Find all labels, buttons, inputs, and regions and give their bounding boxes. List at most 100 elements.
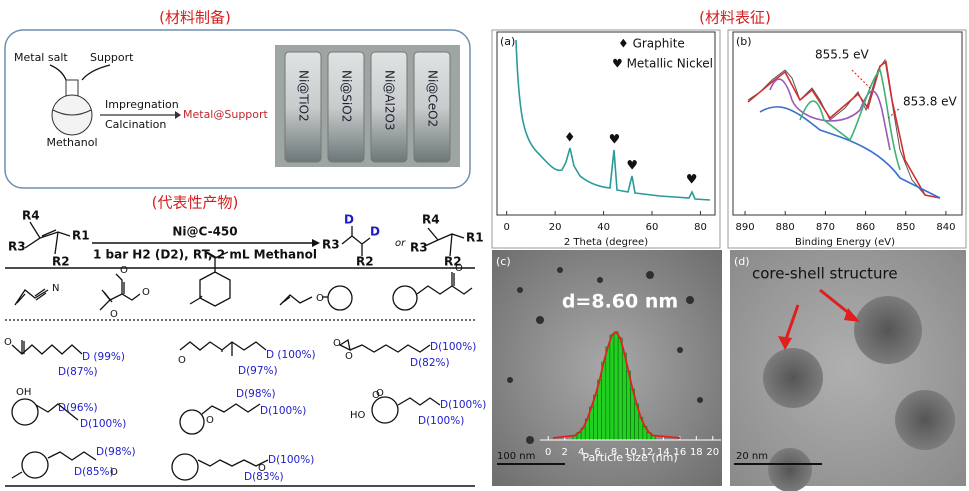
x-tick-label: 0 [545,447,551,458]
product-label: D(98%) [236,388,276,400]
product-label: D(85%) [74,466,114,478]
group-label: R2 [444,255,462,269]
group-label: D [344,213,354,227]
peak-marker: ♥ [626,159,638,174]
group-label: R3 [322,238,340,252]
annotation-arrow [851,69,873,91]
peak-marker: ♥ [686,173,698,188]
particle [763,348,823,408]
scale-label: 20 nm [736,451,768,462]
vial-label: Ni@Al2O3 [383,70,397,131]
label: Calcination [105,118,166,131]
product-label: D(100%) [430,341,476,353]
x-tick-label: 18 [690,447,703,458]
label: Metal@Support [183,108,269,121]
product-label: D(98%) [96,446,136,458]
atom-label: O [372,390,380,401]
fit-curve [552,330,681,439]
atom-label: O [345,351,353,362]
x-axis-label: 2 Theta (degree) [564,237,648,248]
x-tick-label: 860 [856,222,875,233]
atom-label: O [455,263,463,274]
atom-label: O [178,355,186,366]
x-tick-label: 20 [549,222,562,233]
group-label: R2 [356,255,374,269]
product-label: D(97%) [238,365,278,377]
x-tick-label: 10 [624,447,637,458]
hist-bar [617,337,623,441]
product-label: D(82%) [410,357,450,369]
atom-label: N [52,283,59,294]
atom-label: O [4,337,12,348]
annotation: 853.8 eV [903,95,958,109]
label: Metal salt [14,51,68,64]
particles [507,267,703,444]
atom-label: O [110,309,118,320]
hist-bar [626,370,631,441]
atom-label: O [142,287,150,298]
particle [854,296,922,364]
conditions: 1 bar H2 (D2), RT, 2 mL Methanol [93,248,317,262]
atom-label: O [376,388,384,399]
x-tick-label: 840 [936,222,955,233]
or: or [395,238,406,249]
x-tick-label: 80 [694,222,707,233]
x-tick-label: 16 [673,447,686,458]
x-tick-label: 870 [816,222,835,233]
products [11,338,441,481]
panel-frame [491,29,721,249]
atom-label: O [206,415,214,426]
x-tick-label: 850 [896,222,915,233]
diameter: d=8.60 nm [562,291,678,313]
particle [768,448,812,491]
product-label: D(87%) [58,366,98,378]
vial [284,51,322,163]
vial-label: Ni@CeO2 [426,70,440,127]
hist-bar [621,352,627,441]
x-axis-label: Particle size (nm) [582,451,677,464]
label: Support [90,51,134,64]
legend-entry: ♦ Graphite [618,37,685,51]
hist-bar [609,334,615,441]
substrates [14,251,473,311]
annotation-arrow [887,107,901,119]
peak-marker: ♥ [609,133,621,148]
group-label: D [370,225,380,239]
peak-marker: ♦ [564,131,576,146]
x-tick-label: 40 [597,222,610,233]
x-tick-label: 8 [611,447,617,458]
atom-label: O [316,293,324,304]
product-label: D (100%) [266,349,316,361]
x-tick-label: 20 [706,447,719,458]
product-label: D(100%) [418,415,464,427]
atom-label: HO [350,410,366,421]
flask [51,79,93,136]
group-label: R4 [22,209,40,223]
x-axis-label: Binding Energy (eV) [795,237,895,248]
annotation: 855.5 eV [815,48,870,62]
section-title: (代表性产物) [152,194,239,212]
arrow [49,64,111,81]
panel-label: (d) [734,255,750,268]
group-label: R4 [422,213,440,227]
x-tick-label: 880 [776,222,795,233]
product-label: D (99%) [82,351,125,363]
product-label: D(100%) [440,399,486,411]
x-tick-label: 2 [561,447,567,458]
group-label: R2 [52,255,70,269]
plot-area [496,31,716,216]
hist-bar [601,361,607,441]
panel-label: (b) [736,35,752,48]
x-tick-label: 6 [594,447,600,458]
group-label: R1 [72,229,90,243]
annotation: core-shell structure [752,265,898,283]
label: Impregnation [105,98,179,111]
label: Methanol [46,136,97,149]
xps-curves [747,58,941,199]
product-label: D(100%) [80,418,126,430]
atom-label: O [258,463,266,474]
x-tick-label: 14 [657,447,670,458]
vial-label: Ni@SiO2 [340,70,354,122]
panel-label: (a) [500,35,515,48]
